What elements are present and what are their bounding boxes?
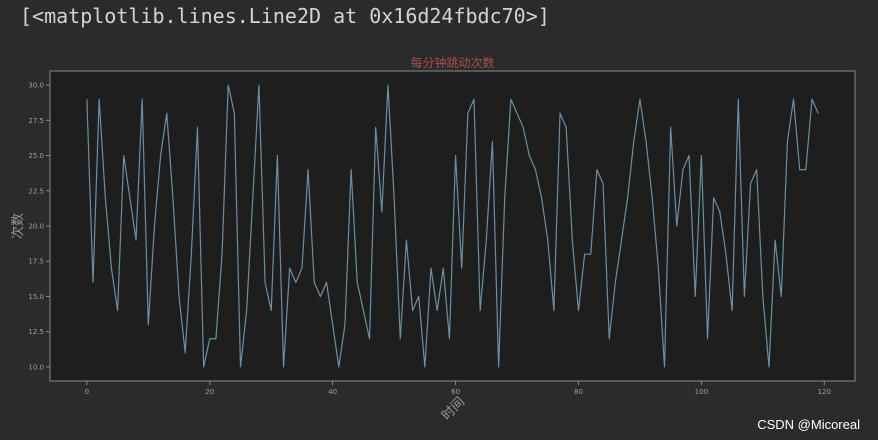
y-tick-label: 17.5 [28,258,44,266]
y-tick-label: 20.0 [28,223,44,231]
x-tick-label: 60 [451,388,460,396]
series-line [86,84,819,368]
x-tick-label: 40 [328,388,337,396]
x-tick-label: 100 [695,388,708,396]
y-tick-label: 15.0 [28,293,44,301]
ticks-layer: 0 20 40 60 80 100 120 10.0 12.5 15.0 17.5 20.0 22.5 2… [28,82,831,396]
x-tick-label: 20 [205,388,214,396]
x-axis-label: 时间 [439,395,468,424]
x-tick-label: 80 [574,388,583,396]
y-tick-label: 30.0 [28,82,44,90]
y-tick-label: 27.5 [28,117,44,125]
watermark: CSDN @Micoreal [757,417,860,432]
y-tick-label: 10.0 [28,363,44,371]
y-axis-label: 次数 [10,213,26,239]
x-tick-label: 120 [818,388,831,396]
y-tick-label: 22.5 [28,187,44,195]
axes-background [50,71,855,381]
x-tick-label: 0 [85,388,89,396]
y-tick-label: 25.0 [28,152,44,160]
axes-frame [49,70,856,382]
cell-output-repr: [<matplotlib.lines.Line2D at 0x16d24fbdc… [20,4,550,28]
y-tick-label: 12.5 [28,328,44,336]
chart-title: 每分钟跳动次数 [410,55,494,70]
